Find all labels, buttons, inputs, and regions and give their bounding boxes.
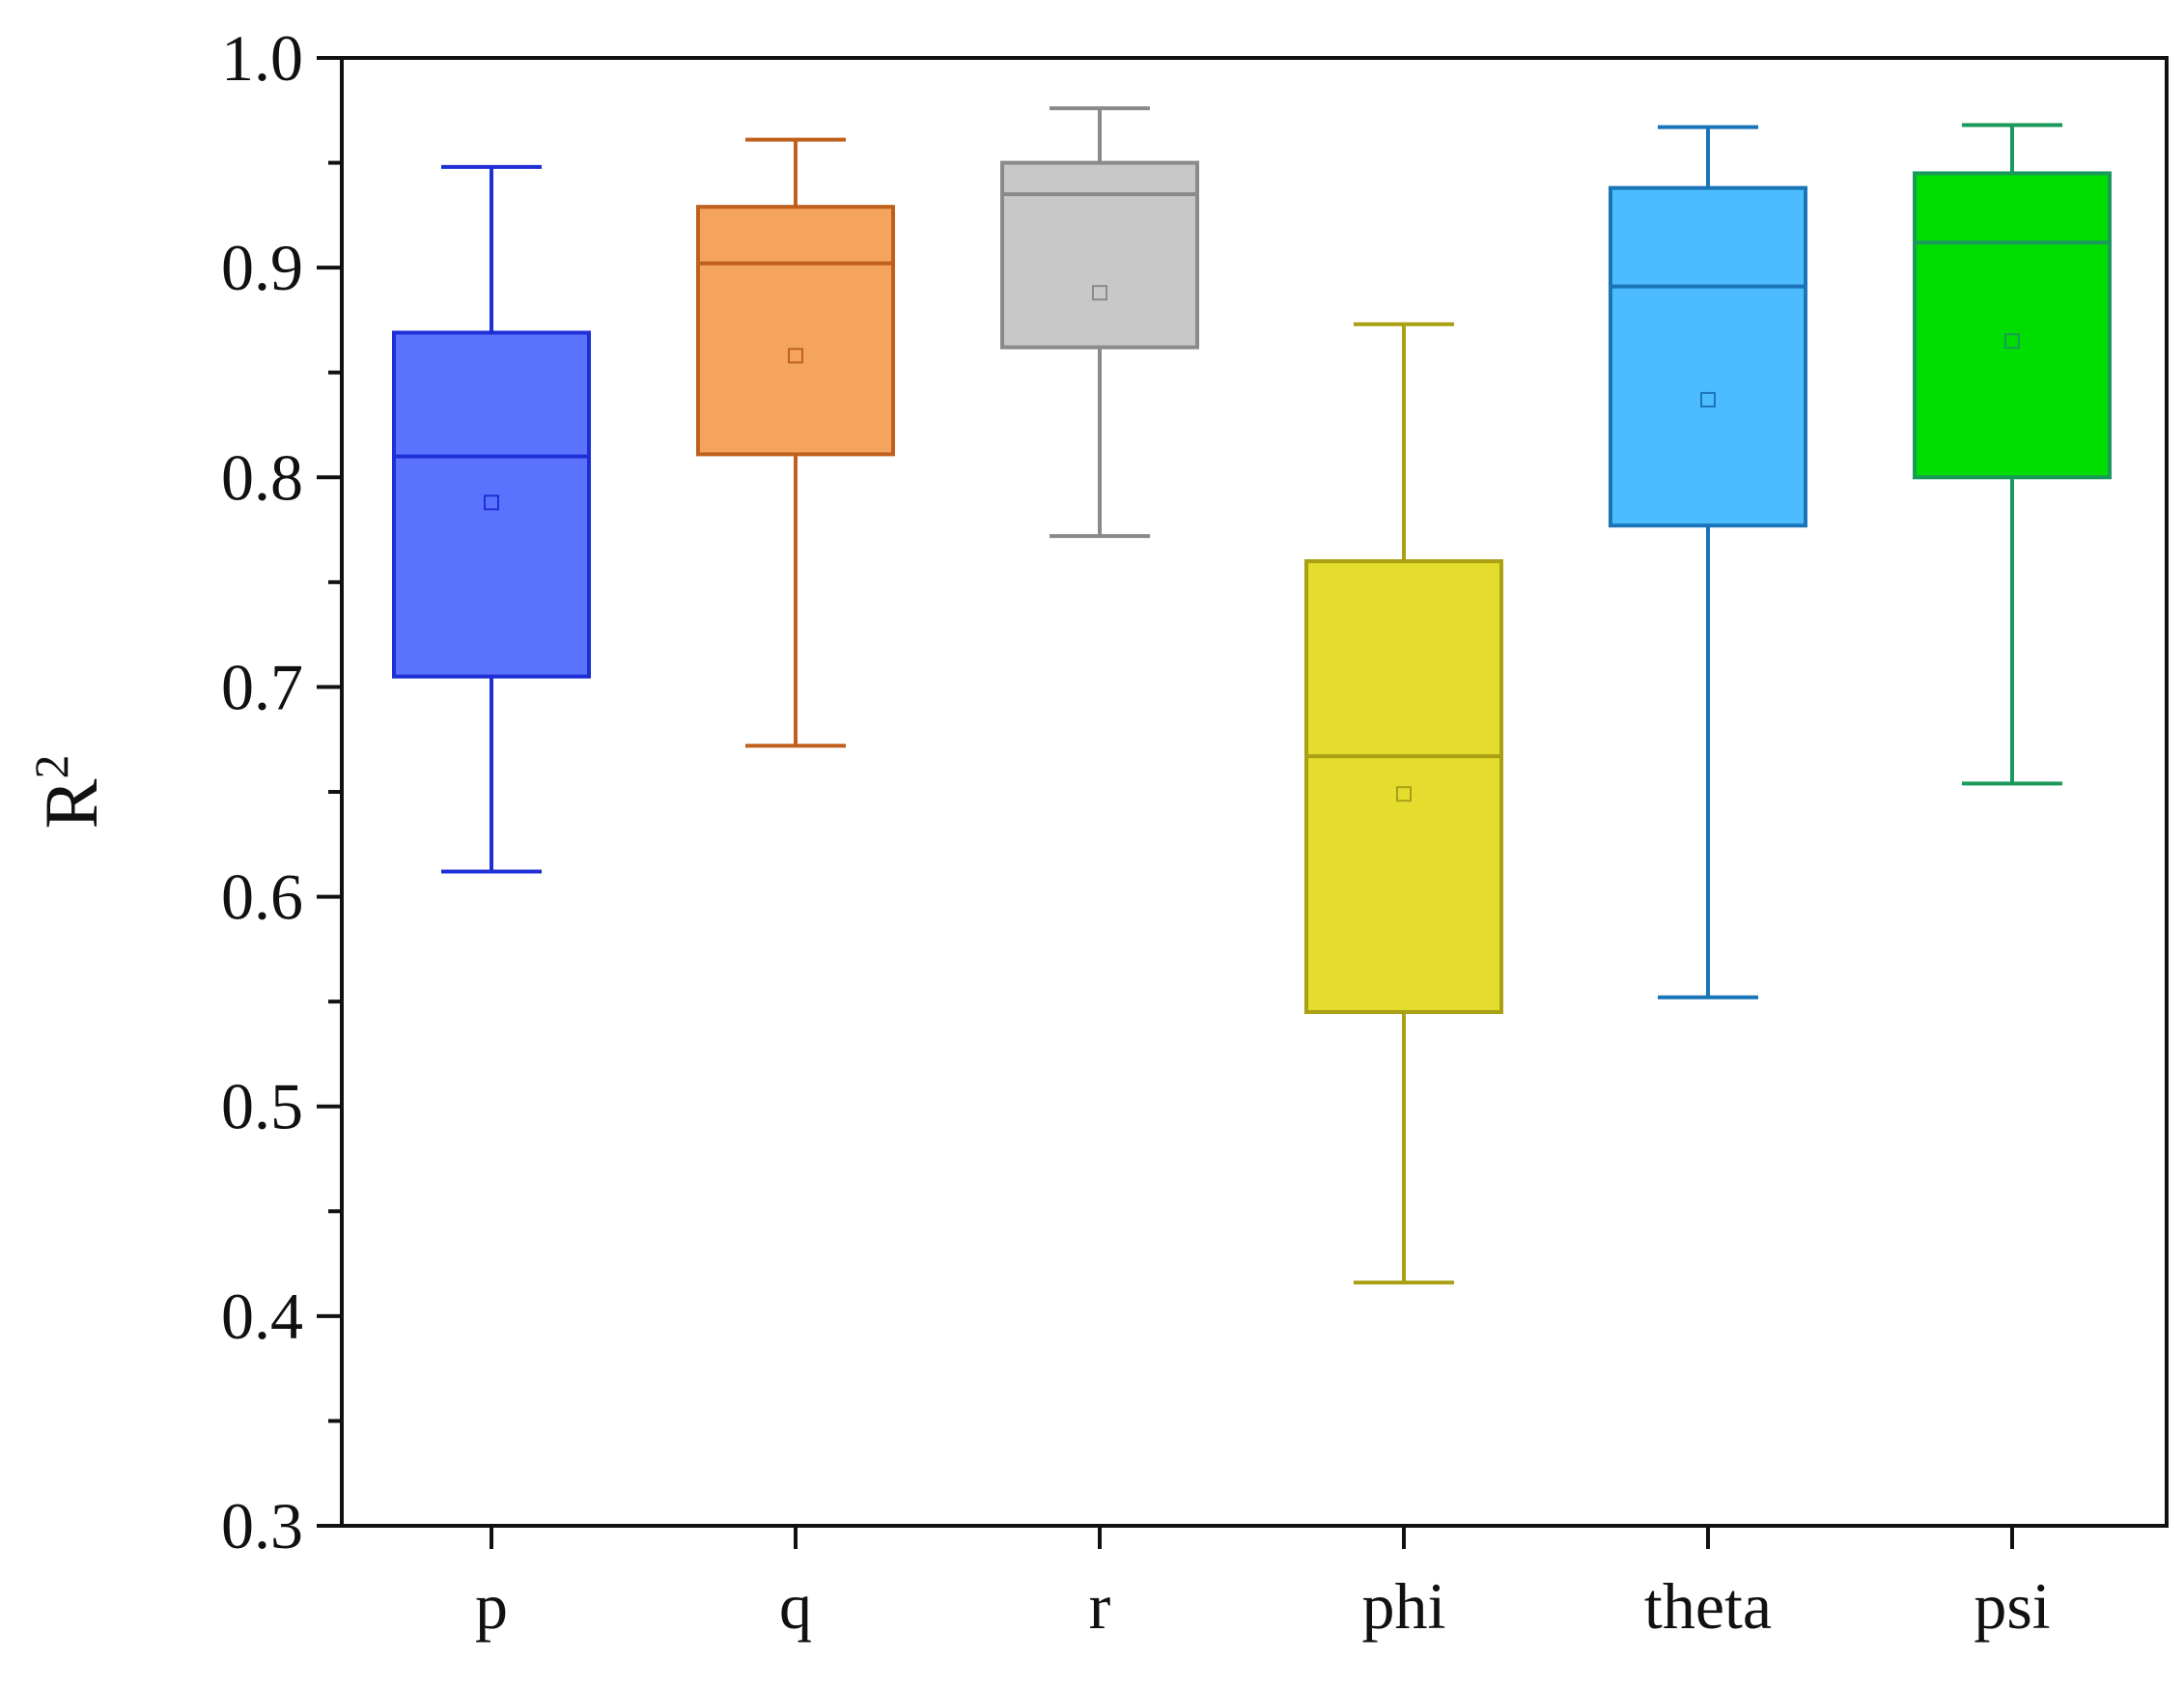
box-group-r (1000, 106, 1199, 539)
y-tick-label: 1.0 (221, 21, 303, 95)
box-group-phi (1304, 322, 1503, 1285)
box-iqr-r (1000, 160, 1199, 350)
ticks-layer: 0.3 0.4 0.5 0.6 0.7 0.8 0.9 1.0 p q r phi theta psi (221, 21, 2051, 1643)
mean-marker-q (788, 348, 803, 364)
x-tick-label-psi: psi (1974, 1569, 2050, 1643)
y-tick-label: 0.4 (221, 1280, 303, 1353)
box-iqr-p (392, 330, 591, 679)
mean-marker-p (484, 494, 499, 511)
box-iqr-psi (1913, 171, 2112, 480)
y-tick-label: 0.8 (221, 440, 303, 514)
plot-frame (340, 56, 2169, 1528)
mean-marker-psi (2004, 333, 2020, 350)
y-tick-label: 0.7 (221, 650, 303, 723)
box-iqr-theta (1609, 185, 1807, 528)
y-tick-label: 0.3 (221, 1489, 303, 1562)
x-tick-label-p: p (475, 1569, 508, 1643)
box-group-p (392, 164, 591, 874)
mean-marker-theta (1700, 391, 1716, 408)
mean-marker-phi (1396, 786, 1412, 802)
box-group-psi (1913, 123, 2112, 786)
y-tick-label: 0.6 (221, 860, 303, 934)
x-tick-label-theta: theta (1644, 1569, 1772, 1643)
y-axis-title-superscript: 2 (24, 754, 78, 778)
y-tick-label: 0.9 (221, 231, 303, 304)
y-axis-title-main: R (29, 778, 113, 829)
x-tick-label-phi: phi (1362, 1569, 1446, 1643)
x-tick-label-r: r (1089, 1569, 1111, 1643)
x-tick-label-q: q (779, 1569, 812, 1643)
mean-marker-r (1092, 285, 1107, 301)
y-axis-title: R2 (24, 754, 113, 829)
box-group-theta (1609, 125, 1807, 999)
y-tick-label: 0.5 (221, 1070, 303, 1143)
boxes-layer (392, 106, 2112, 1285)
box-iqr-q (696, 205, 895, 457)
box-group-q (696, 137, 895, 748)
